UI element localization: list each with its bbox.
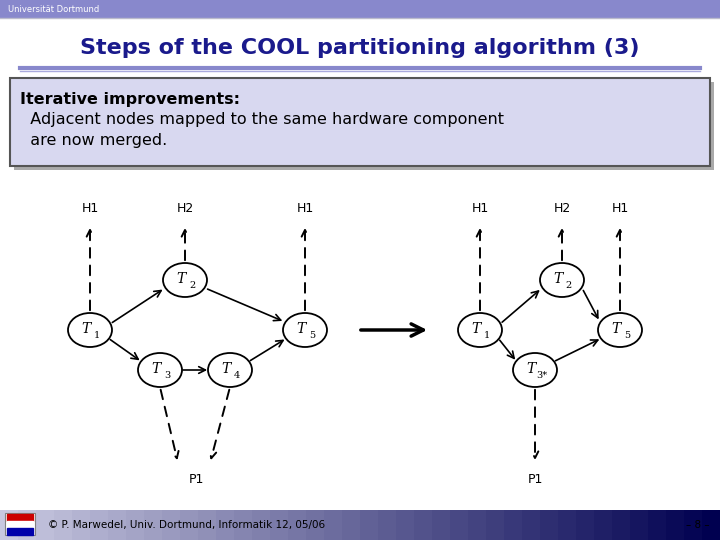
Bar [558, 510, 577, 540]
Bar [432, 510, 451, 540]
Bar [108, 510, 127, 540]
Bar [594, 510, 613, 540]
Text: T: T [526, 362, 536, 376]
Bar [72, 510, 91, 540]
Bar [7, 528, 33, 535]
Text: T: T [151, 362, 161, 376]
Text: 3*: 3* [536, 372, 548, 381]
Text: – 8 –: – 8 – [686, 520, 710, 530]
Ellipse shape [540, 263, 584, 297]
Bar [0, 510, 19, 540]
Bar [14, 82, 714, 170]
Ellipse shape [513, 353, 557, 387]
Bar [126, 510, 145, 540]
Ellipse shape [163, 263, 207, 297]
Bar [396, 510, 415, 540]
Bar [522, 510, 541, 540]
Bar [684, 510, 703, 540]
Ellipse shape [68, 313, 112, 347]
Bar [378, 510, 397, 540]
Text: © P. Marwedel, Univ. Dortmund, Informatik 12, 05/06: © P. Marwedel, Univ. Dortmund, Informati… [48, 520, 325, 530]
Bar [54, 510, 73, 540]
Bar [504, 510, 523, 540]
Bar [306, 510, 325, 540]
Text: H1: H1 [81, 202, 99, 215]
Bar [630, 510, 649, 540]
Bar [198, 510, 217, 540]
Text: Iterative improvements:: Iterative improvements: [20, 92, 240, 107]
Bar [7, 521, 33, 528]
Text: T: T [176, 272, 186, 286]
Bar [0, 0, 720, 18]
Bar [18, 510, 37, 540]
Bar [486, 510, 505, 540]
Text: 2: 2 [566, 281, 572, 291]
Bar [10, 78, 710, 166]
Bar [576, 510, 595, 540]
Bar [648, 510, 667, 540]
Bar [144, 510, 163, 540]
Bar [324, 510, 343, 540]
Ellipse shape [283, 313, 327, 347]
Bar [450, 510, 469, 540]
Text: 5: 5 [624, 332, 630, 341]
Text: T: T [611, 322, 621, 336]
Text: are now merged.: are now merged. [20, 133, 167, 148]
Bar [666, 510, 685, 540]
Text: H2: H2 [176, 202, 194, 215]
Ellipse shape [598, 313, 642, 347]
Text: 1: 1 [94, 332, 100, 341]
Ellipse shape [208, 353, 252, 387]
Bar [180, 510, 199, 540]
Bar [414, 510, 433, 540]
Text: H1: H1 [297, 202, 314, 215]
Text: H1: H1 [611, 202, 629, 215]
Bar [162, 510, 181, 540]
Ellipse shape [458, 313, 502, 347]
Bar [468, 510, 487, 540]
Text: T: T [221, 362, 230, 376]
Bar [234, 510, 253, 540]
Bar [702, 510, 720, 540]
Bar [540, 510, 559, 540]
Text: 2: 2 [189, 281, 195, 291]
Bar [7, 514, 33, 521]
Bar [270, 510, 289, 540]
Bar [5, 513, 35, 535]
Text: 4: 4 [234, 372, 240, 381]
Bar [612, 510, 631, 540]
Text: 3: 3 [164, 372, 170, 381]
Text: T: T [297, 322, 305, 336]
Bar [360, 510, 379, 540]
Text: T: T [554, 272, 562, 286]
Text: 1: 1 [484, 332, 490, 341]
Text: Universität Dortmund: Universität Dortmund [8, 4, 99, 14]
Bar [90, 510, 109, 540]
Bar [252, 510, 271, 540]
Text: T: T [472, 322, 481, 336]
Text: H2: H2 [554, 202, 571, 215]
Text: 5: 5 [309, 332, 315, 341]
Bar [216, 510, 235, 540]
Bar [36, 510, 55, 540]
Bar [342, 510, 361, 540]
Ellipse shape [138, 353, 182, 387]
Text: P1: P1 [189, 473, 204, 486]
Text: Adjacent nodes mapped to the same hardware component: Adjacent nodes mapped to the same hardwa… [20, 112, 504, 127]
Text: T: T [81, 322, 91, 336]
Bar [288, 510, 307, 540]
Text: H1: H1 [472, 202, 489, 215]
Text: Steps of the COOL partitioning algorithm (3): Steps of the COOL partitioning algorithm… [80, 38, 640, 58]
Text: P1: P1 [527, 473, 543, 486]
